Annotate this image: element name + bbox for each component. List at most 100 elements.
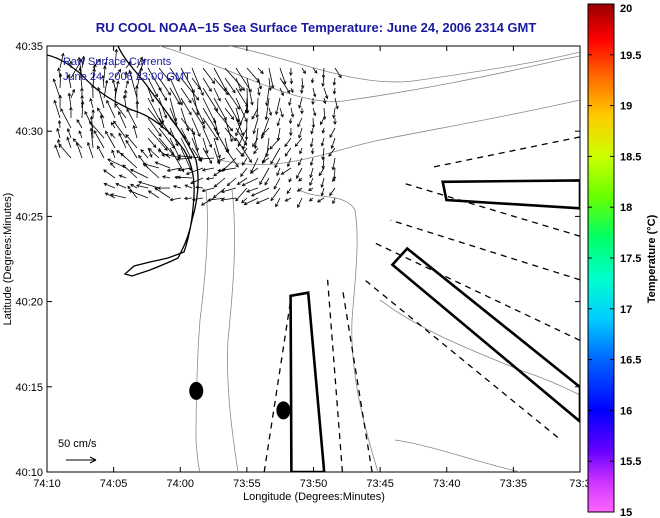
current-vector-head (202, 125, 206, 129)
current-vector-head (174, 175, 178, 180)
current-vector-head (197, 133, 201, 138)
current-vector (114, 49, 117, 69)
current-vector-head (221, 168, 226, 172)
current-vector (202, 137, 208, 154)
current-vector (253, 147, 259, 154)
colorbar-tick-label: 15.5 (620, 456, 641, 468)
current-vector (191, 67, 204, 96)
current-vector-head (88, 120, 93, 125)
current-vector (125, 134, 138, 149)
current-vector (70, 89, 75, 99)
dash-5 (375, 242, 580, 341)
current-vector (297, 187, 303, 192)
current-vector (202, 97, 216, 124)
colorbar-tick-label: 16.5 (620, 355, 641, 367)
colorbar-tick-label: 19.5 (620, 50, 641, 62)
current-vector (67, 128, 72, 139)
current-vector-head (142, 163, 147, 167)
current-vector-head (296, 175, 300, 179)
current-vector-head (268, 112, 273, 116)
current-vector-head (185, 127, 190, 132)
current-vector (190, 177, 204, 184)
current-vector (333, 107, 336, 118)
current-vector-head (163, 97, 168, 102)
current-vector-head (242, 161, 246, 166)
current-vector (147, 97, 163, 125)
current-vector (217, 167, 237, 172)
current-vector (224, 87, 240, 110)
current-vector-head (66, 128, 71, 132)
current-vector-head (191, 131, 196, 136)
current-vector (329, 187, 336, 196)
current-vector (322, 67, 325, 78)
current-vector (148, 148, 160, 159)
current-vector (252, 137, 259, 147)
current-vector-head (111, 78, 116, 83)
current-vector-head (115, 80, 120, 85)
current-vector (329, 127, 336, 138)
current-vector-head (311, 101, 315, 106)
current-vector (81, 56, 85, 69)
current-vector (84, 111, 94, 129)
current-vector (78, 130, 83, 139)
current-vector (180, 97, 192, 115)
current-vector (242, 157, 248, 166)
buoy-1 (189, 381, 204, 400)
current-vector-head (269, 146, 273, 150)
colorbar-tick-label: 18 (620, 202, 632, 214)
current-vector (206, 177, 215, 180)
current-vector-head (93, 63, 97, 68)
current-vector-head (308, 197, 313, 202)
current-vector (198, 157, 215, 160)
current-vector-head (255, 114, 259, 119)
current-vector-head (67, 74, 71, 79)
current-vector-head (261, 132, 266, 137)
current-vector (279, 107, 284, 117)
current-vector (312, 147, 314, 154)
current-vector (125, 80, 129, 89)
current-vector (115, 183, 127, 189)
current-vector (333, 167, 336, 180)
current-vector (217, 157, 226, 162)
current-vector-head (191, 197, 196, 202)
current-vector-head (183, 196, 188, 201)
current-vector (180, 147, 192, 171)
current-vector-head (321, 165, 326, 170)
x-tick-label: 73:40 (433, 478, 461, 490)
current-vector (224, 127, 237, 142)
current-vector-head (220, 198, 225, 202)
dash-4 (364, 279, 559, 438)
current-vector (103, 80, 108, 99)
current-vector (264, 177, 270, 186)
current-vector-head (113, 120, 117, 125)
colorbar-tick-label: 20 (620, 3, 632, 15)
current-vector-head (157, 149, 162, 153)
current-vector (97, 87, 105, 109)
current-vector (130, 169, 149, 179)
current-vector (97, 108, 105, 119)
current-vector-head (135, 100, 140, 104)
current-vector (136, 67, 143, 89)
current-vector-head (200, 92, 204, 96)
current-vector-head (188, 99, 192, 104)
current-vector-head (122, 164, 126, 168)
contour-8 (394, 439, 521, 472)
current-vector-head (177, 167, 182, 172)
current-vector (242, 177, 259, 186)
current-vector (334, 97, 338, 109)
current-vector-head (226, 182, 231, 187)
current-vector-head (294, 143, 299, 147)
current-vector-head (116, 150, 120, 154)
current-vector-head (255, 200, 260, 204)
current-vector (224, 67, 245, 91)
current-vector-head (264, 181, 268, 186)
colorbar-tick-label: 17 (620, 304, 632, 316)
current-vector-head (97, 58, 101, 63)
current-vector (201, 197, 215, 206)
current-vector (81, 101, 84, 119)
current-vector-head (103, 169, 107, 173)
current-vector-head (76, 119, 80, 123)
current-vector-head (289, 72, 293, 77)
current-vector-head (229, 127, 234, 132)
colorbar-label: Temperature (°C) (646, 214, 658, 303)
